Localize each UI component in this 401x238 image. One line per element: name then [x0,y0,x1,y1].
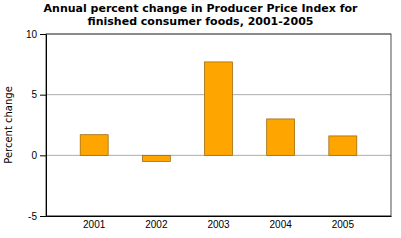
y-tick-line [40,155,46,156]
y-tick-label: 10 [26,29,38,40]
y-axis: -5 0 5 10 [26,29,47,222]
bar [80,135,108,156]
y-tick-label: 5 [31,89,37,100]
y-tick: -5 [28,211,46,222]
x-tick: 2004 [270,216,293,230]
x-tick-label: 2004 [270,219,293,230]
bars [80,62,357,161]
chart-title-line: Annual percent change in Producer Price … [44,2,358,15]
plot-area: -5 0 5 10 2001 2002 2003 2004 2005 [26,29,392,230]
grid [46,34,391,216]
chart-title: Annual percent change in Producer Price … [44,2,358,28]
x-axis: 2001 2002 2003 2004 2005 [47,216,392,230]
chart-svg: Annual percent change in Producer Price … [0,0,401,238]
y-tick: 5 [31,89,46,100]
x-tick: 2003 [207,216,230,230]
x-tick-label: 2002 [145,219,168,230]
x-tick: 2005 [332,216,355,230]
bar [267,119,295,155]
y-tick: 10 [26,29,46,40]
chart-container: Annual percent change in Producer Price … [0,0,401,238]
chart-title-line: finished consumer foods, 2001-2005 [88,15,314,28]
x-tick: 2002 [145,216,168,230]
x-tick: 2001 [83,216,106,230]
bar [205,62,233,155]
y-tick-line [40,34,46,35]
y-tick-line [40,95,46,96]
x-tick-label: 2001 [83,219,106,230]
plot-frame [46,34,391,216]
bar [142,155,170,161]
y-tick-label: -5 [28,211,37,222]
y-tick: 0 [31,150,46,161]
bar [329,136,357,155]
x-tick-label: 2005 [332,219,355,230]
y-tick-line [40,216,46,217]
y-tick-label: 0 [31,150,37,161]
x-tick-label: 2003 [207,219,230,230]
y-axis-title: Percent change [3,86,14,164]
